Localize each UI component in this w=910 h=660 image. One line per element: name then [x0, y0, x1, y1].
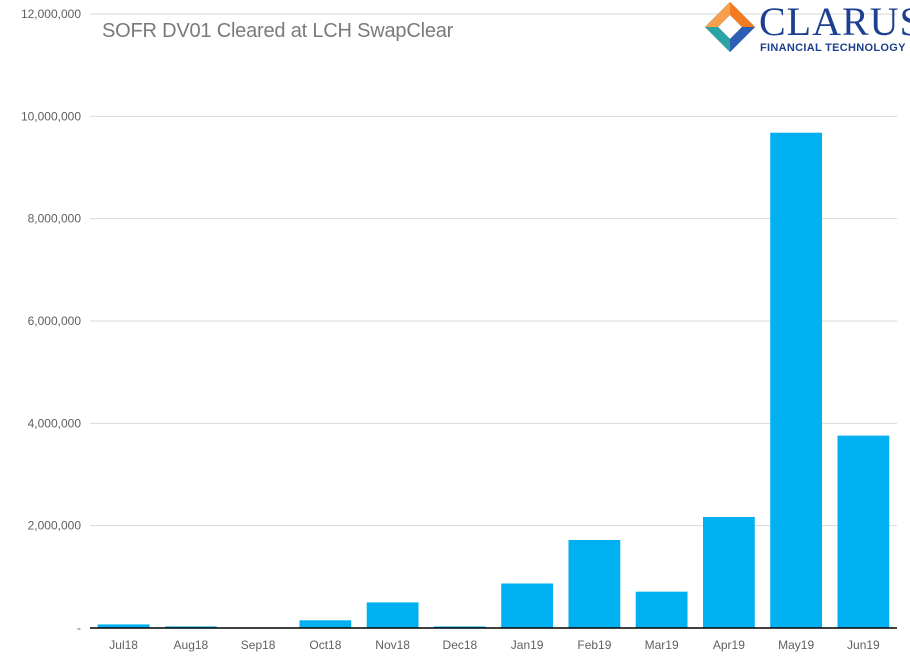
bar-dec18 — [433, 626, 486, 628]
bar-apr19 — [702, 516, 755, 628]
x-tick-label: Mar19 — [645, 638, 679, 652]
logo-subtitle: FINANCIAL TECHNOLOGY — [760, 42, 906, 54]
x-tick-label: Jul18 — [109, 638, 138, 652]
y-tick-label: 12,000,000 — [21, 7, 81, 21]
x-tick-label: Apr19 — [713, 638, 745, 652]
bar-jun19 — [837, 435, 890, 628]
x-tick-label: Dec18 — [443, 638, 478, 652]
x-tick-label: Sep18 — [241, 638, 276, 652]
x-tick-label: Nov18 — [375, 638, 410, 652]
y-tick-label: 2,000,000 — [28, 519, 82, 533]
x-tick-label: Jun19 — [847, 638, 880, 652]
x-tick-label: Feb19 — [577, 638, 611, 652]
y-tick-label: 6,000,000 — [28, 314, 82, 328]
bar-jul18 — [97, 624, 150, 628]
y-tick-label: 10,000,000 — [21, 109, 81, 123]
gridlines — [90, 13, 897, 527]
chart-title: SOFR DV01 Cleared at LCH SwapClear — [102, 20, 454, 42]
bar-jan19 — [501, 583, 554, 628]
x-tick-label: Jan19 — [511, 638, 544, 652]
bar-aug18 — [164, 626, 217, 628]
y-tick-label: 8,000,000 — [28, 212, 82, 226]
bar-feb19 — [568, 539, 621, 628]
bars — [97, 132, 890, 628]
x-axis-ticks: Jul18 Aug18 Sep18 Oct18 Nov18 Dec18 Jan19 Feb19… — [109, 638, 880, 652]
y-tick-label: - — [77, 621, 81, 635]
clarus-logo: CLARUS FINANCIAL TECHNOLOGY — [703, 0, 910, 58]
x-tick-label: May19 — [778, 638, 814, 652]
x-tick-label: Oct18 — [309, 638, 341, 652]
bar-nov18 — [366, 602, 419, 628]
y-tick-label: 4,000,000 — [28, 416, 82, 430]
bar-may19 — [770, 132, 823, 628]
clarus-diamond-icon — [705, 2, 755, 52]
bar-mar19 — [635, 591, 688, 628]
x-tick-label: Aug18 — [174, 638, 209, 652]
y-axis-ticks: - 2,000,000 4,000,000 6,000,000 8,000,000 10,… — [21, 7, 81, 635]
logo-wordmark: CLARUS — [759, 0, 910, 44]
bar-oct18 — [299, 620, 352, 628]
